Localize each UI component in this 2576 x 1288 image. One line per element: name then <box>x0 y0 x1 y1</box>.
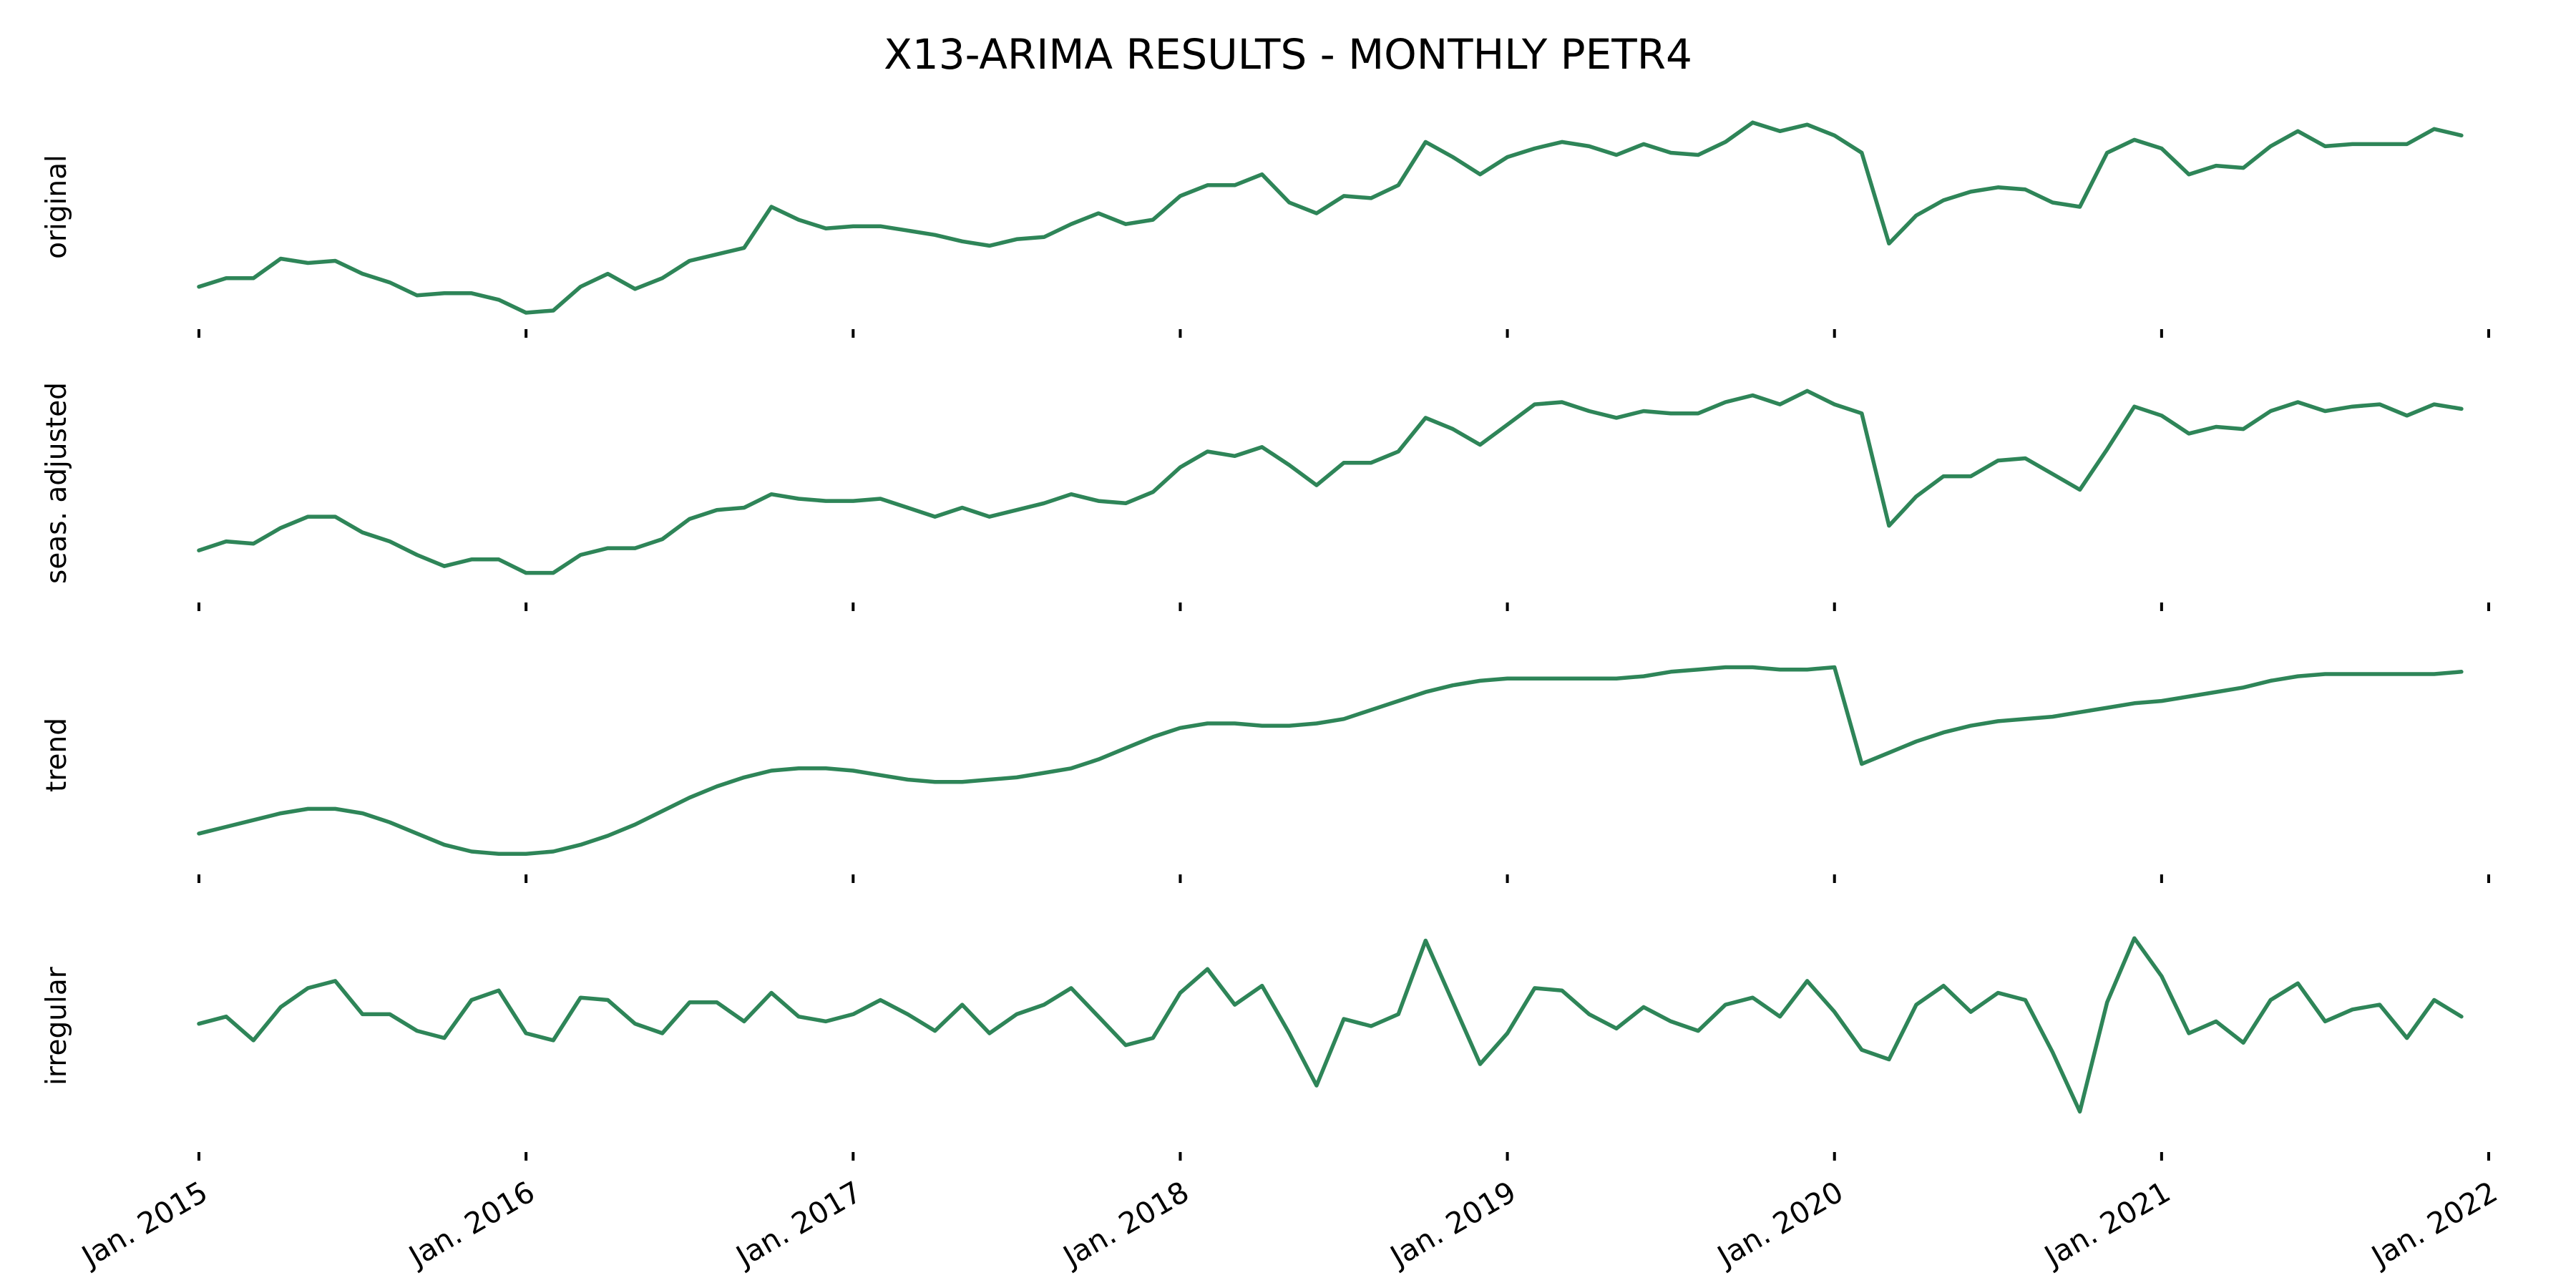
series-line <box>197 120 2464 315</box>
panel-original: original <box>41 120 2490 338</box>
series-line <box>197 936 2464 1114</box>
x-tick-label: Jan. 2020 <box>1710 1174 1849 1274</box>
panel-seas-adjusted: seas. adjusted <box>41 382 2490 611</box>
x-tick-label: Jan. 2018 <box>1055 1174 1194 1274</box>
x-tick-label: Jan. 2019 <box>1383 1174 1522 1274</box>
chart-title: X13-ARIMA RESULTS - MONTHLY PETR4 <box>884 30 1692 79</box>
series-line <box>197 665 2464 856</box>
panel-irregular: irregular Jan. 2015 Jan. 2016 Jan. 2017 Jan.… <box>41 936 2503 1274</box>
panel-trend: trend <box>41 665 2490 883</box>
x-tick-label: Jan. 2021 <box>2037 1174 2176 1274</box>
x-tick-label: Jan. 2022 <box>2364 1174 2503 1274</box>
x-tick-label: Jan. 2017 <box>728 1174 867 1274</box>
x-tick-label: Jan. 2016 <box>401 1174 540 1274</box>
panel-label: irregular <box>41 966 73 1085</box>
x-tick-label: Jan. 2015 <box>74 1174 213 1274</box>
series-line <box>197 389 2464 575</box>
panels: original seas. adjusted trend irregular Jan.… <box>41 120 2503 1274</box>
panel-label: trend <box>41 718 73 792</box>
panel-label: seas. adjusted <box>41 382 73 584</box>
panel-label: original <box>41 155 73 259</box>
